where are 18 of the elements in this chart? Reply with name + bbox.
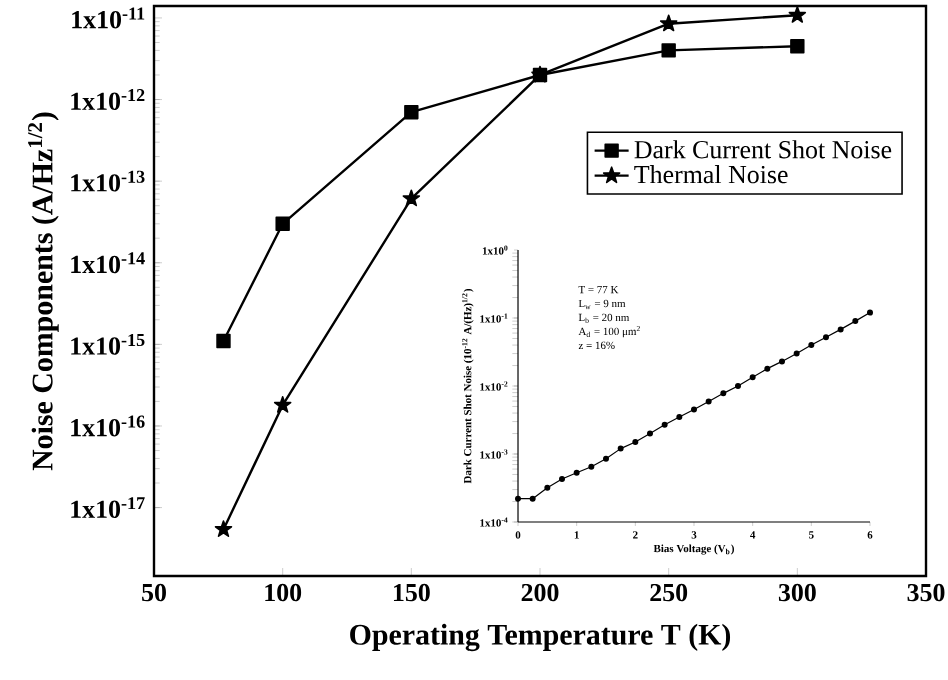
x-tick-label: 250	[650, 583, 688, 602]
legend-label: Dark Current Shot Noise	[634, 140, 892, 159]
y-tick-label: 1x10$^{-14}$	[71, 252, 145, 274]
x-tick-label: 150	[393, 583, 430, 602]
y-axis-title: Noise Components (A/Hz$^{1/2}$)	[28, 112, 59, 471]
legend-label: Thermal Noise	[634, 165, 788, 184]
y-tick-label: 1x10$^{-12}$	[71, 89, 145, 110]
x-tick-label: 50	[142, 583, 166, 602]
x-tick-label: 300	[778, 583, 816, 602]
y-tick-label: 1x10$^{-11}$	[72, 7, 145, 29]
x-tick-label: 350	[907, 583, 945, 602]
x-tick-label: 100	[265, 583, 302, 602]
y-tick-label: 1x10$^{-16}$	[71, 415, 145, 437]
y-tick-label: 1x10$^{-17}$	[71, 497, 145, 519]
x-axis-title: Operating Temperature T (K)	[350, 623, 731, 652]
y-tick-label: 1x10$^{-13}$	[71, 170, 145, 192]
x-tick-label: 200	[521, 583, 559, 602]
y-tick-label: 1x10$^{-15}$	[71, 333, 145, 355]
